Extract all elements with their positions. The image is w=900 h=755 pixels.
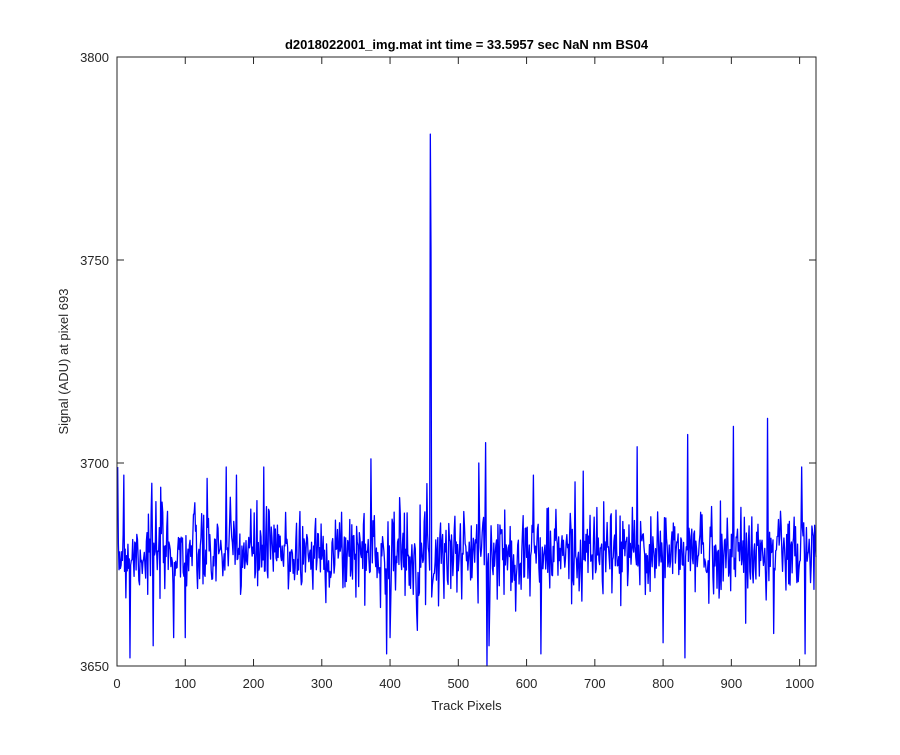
- y-axis-label: Signal (ADU) at pixel 693: [56, 289, 71, 435]
- x-tick-label: 500: [447, 676, 469, 691]
- x-tick-label: 1000: [785, 676, 814, 691]
- axes-background: [117, 57, 816, 666]
- y-tick-label: 3700: [80, 456, 109, 471]
- data-layer: [117, 133, 817, 667]
- x-tick-label: 200: [243, 676, 265, 691]
- x-tick-label: 100: [174, 676, 196, 691]
- x-tick-label: 600: [516, 676, 538, 691]
- x-axis-label: Track Pixels: [431, 698, 502, 713]
- x-tick-label: 300: [311, 676, 333, 691]
- y-tick-label: 3750: [80, 253, 109, 268]
- axes-box: [116, 56, 817, 667]
- x-tick-label: 700: [584, 676, 606, 691]
- tick-layer: 0 100 200 300 400 500 600 700 800 900 1000 3650 3700…: [80, 50, 816, 691]
- x-tick-label: 800: [652, 676, 674, 691]
- x-tick-label: 900: [721, 676, 743, 691]
- chart-title: d2018022001_img.mat int time = 33.5957 s…: [285, 37, 649, 52]
- series-line-0: [117, 133, 817, 667]
- y-tick-label: 3650: [80, 659, 109, 674]
- x-tick-label: 0: [113, 676, 120, 691]
- y-tick-label: 3800: [80, 50, 109, 65]
- x-tick-label: 400: [379, 676, 401, 691]
